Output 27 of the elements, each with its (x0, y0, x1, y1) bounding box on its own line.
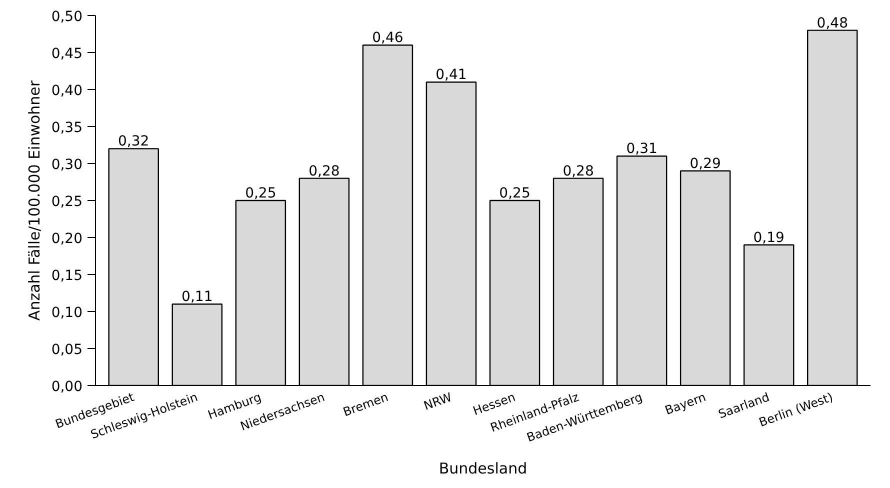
y-tick-label: 0,10 (51, 305, 82, 321)
y-tick-label: 0,45 (51, 46, 82, 62)
y-tick-label: 0,20 (51, 231, 82, 247)
data-label: 0,46 (372, 30, 404, 46)
y-axis-title: Anzahl Fälle/100.000 Einwohner (25, 80, 44, 321)
x-axis-title: Bundesland (438, 459, 528, 478)
data-label: 0,28 (562, 163, 594, 180)
y-tick-label: 0,30 (51, 157, 82, 173)
y-tick-label: 0,15 (51, 268, 82, 284)
data-label: 0,31 (626, 141, 658, 158)
data-label: 0,32 (118, 134, 150, 150)
y-tick-label: 0,50 (51, 9, 82, 25)
y-tick-label: 0,35 (51, 120, 82, 136)
data-label: 0,25 (499, 186, 530, 202)
data-label: 0,28 (308, 163, 340, 180)
y-tick-label: 0,00 (51, 379, 82, 395)
data-label: 0,41 (436, 67, 467, 84)
y-tick-label: 0,40 (51, 83, 82, 99)
data-label: 0,29 (690, 156, 721, 172)
x-tick-label: Bayern (663, 390, 708, 418)
data-label: 0,25 (245, 186, 276, 202)
data-label: 0,19 (753, 230, 784, 246)
y-tick-label: 0,25 (51, 194, 82, 210)
x-tick-label: NRW (422, 390, 454, 413)
data-label: 0,11 (182, 289, 213, 306)
y-tick-label: 0,05 (51, 342, 82, 358)
data-label: 0,48 (816, 15, 848, 32)
